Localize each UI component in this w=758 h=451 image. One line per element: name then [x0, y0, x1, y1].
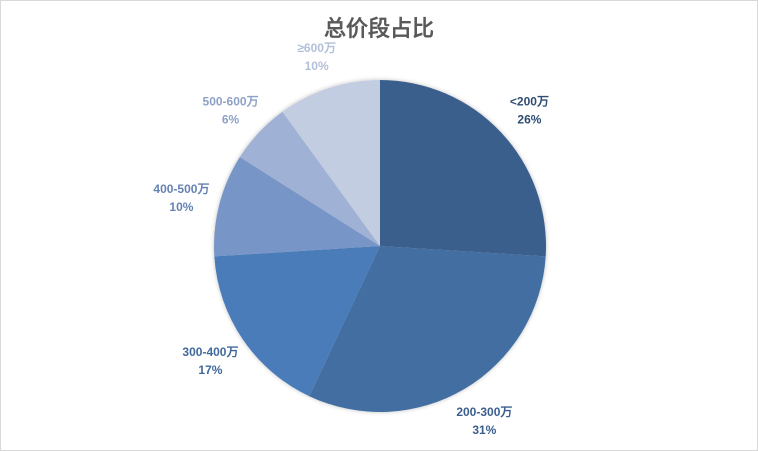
slice-percent-label: 31%: [472, 423, 496, 437]
slice-percent-label: 26%: [517, 112, 541, 126]
slice-category-label: 500-600万: [203, 94, 259, 108]
slice-category-label: 200-300万: [456, 405, 512, 419]
slice-percent-label: 6%: [222, 112, 240, 126]
slice-percent-label: 17%: [198, 363, 222, 377]
pie-slice: [214, 246, 380, 397]
slice-percent-label: 10%: [169, 200, 193, 214]
slice-category-label: <200万: [510, 94, 549, 108]
slice-category-label: 300-400万: [182, 345, 238, 359]
pie-slice: [282, 80, 380, 246]
slice-category-label: 400-500万: [153, 182, 209, 196]
pie-slice: [239, 111, 380, 246]
pie-slice: [309, 246, 546, 412]
chart-title: 总价段占比: [323, 16, 434, 42]
slice-category-label: ≥600万: [297, 41, 336, 55]
pie-slice: [214, 157, 380, 257]
pie-slice: [380, 80, 546, 257]
slice-percent-label: 10%: [305, 59, 329, 73]
